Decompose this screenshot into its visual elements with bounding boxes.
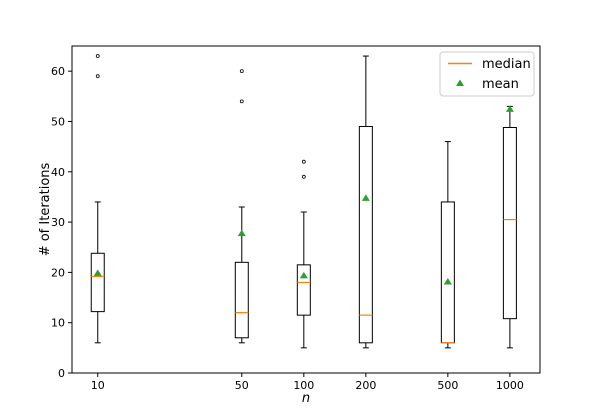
y-tick-label: 60 [51,65,65,78]
x-tick-label: 100 [293,379,314,392]
box-iqr [358,125,373,344]
mean-marker [443,277,452,285]
y-axis: 0 10 20 30 40 50 60 [51,65,72,380]
x-axis-label: n [302,391,310,406]
box-group [440,141,455,349]
outlier-point [95,74,100,79]
box-group [502,105,517,349]
outlier-point [301,159,306,164]
y-tick-label: 0 [58,367,65,380]
box-group [296,159,311,349]
legend: median mean [439,51,535,97]
legend-mean-label: mean [482,77,519,92]
box-group [358,55,373,349]
x-tick-label: 200 [355,379,376,392]
outlier-point [239,69,244,74]
x-tick-label: 500 [437,379,458,392]
mean-marker [505,105,514,112]
box-iqr [90,252,105,313]
y-tick-label: 40 [51,166,65,179]
outlier-point [95,54,100,58]
y-tick-label: 30 [51,216,65,229]
mean-marker [299,271,308,279]
box-iqr [502,126,517,320]
legend-median-label: median [482,57,531,72]
box-iqr [296,264,311,316]
box-iqr [234,261,249,339]
y-tick-label: 10 [51,317,65,330]
outlier-point [301,174,306,179]
boxes-layer [90,54,517,349]
x-axis: 10 50 100 200 500 1000 [91,373,524,392]
box-group [90,54,105,344]
x-tick-label: 1000 [496,379,524,392]
plot-area [71,45,541,374]
y-tick-label: 20 [51,266,65,279]
mean-marker [237,229,246,237]
outlier-point [239,99,244,104]
x-tick-label: 50 [235,379,249,392]
box-group [234,69,249,344]
y-axis-label: # of Iterations [38,162,53,256]
x-tick-label: 10 [91,379,105,392]
legend-mean-swatch [456,79,464,86]
mean-marker [361,194,370,201]
mean-marker [93,269,102,276]
y-tick-label: 50 [51,115,65,128]
